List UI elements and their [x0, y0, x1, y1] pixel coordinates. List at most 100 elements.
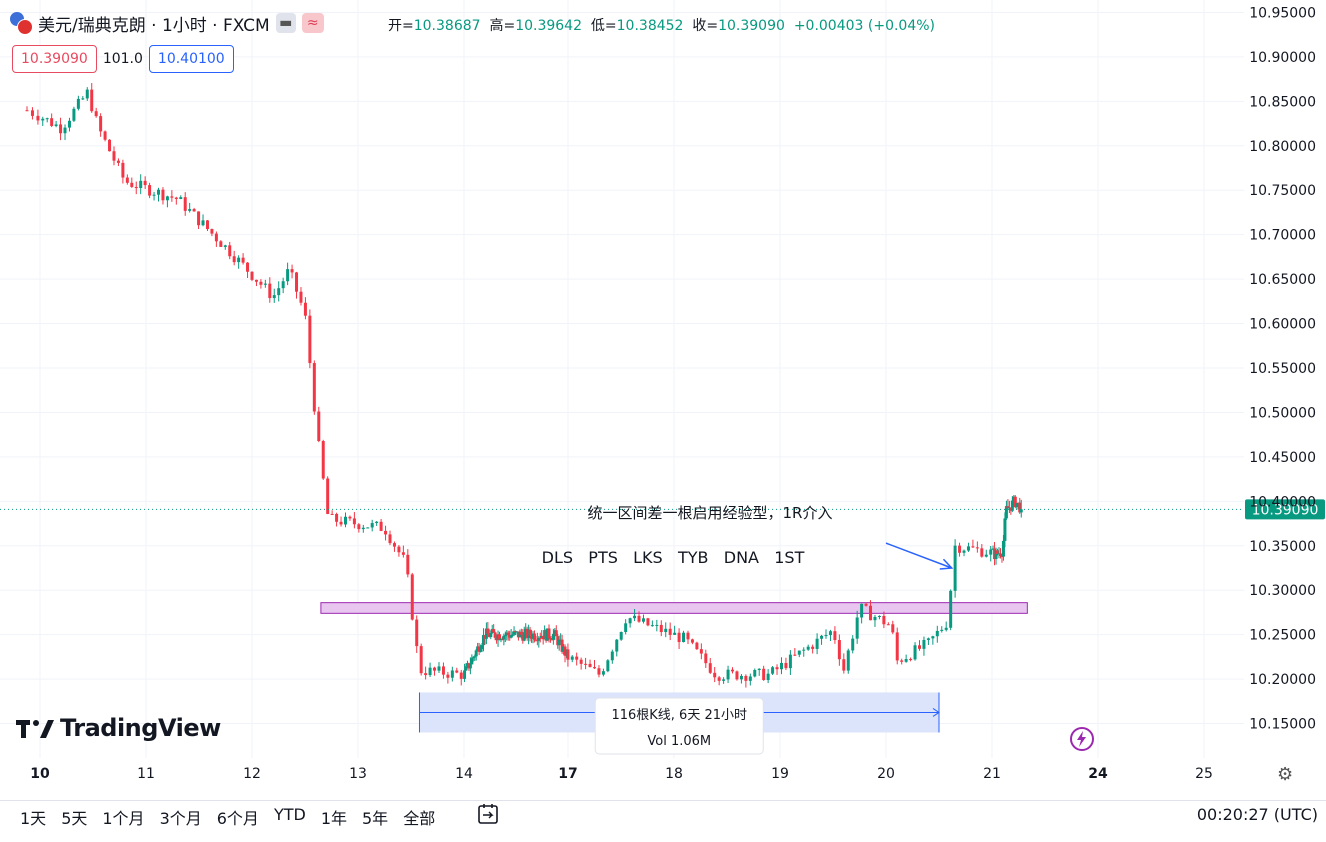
candle-body — [370, 523, 374, 528]
candle-body — [139, 180, 143, 189]
candle-body — [659, 624, 663, 633]
time-axis[interactable]: 10 11 12 13 14 17 18 19 20 21 24 25 — [30, 766, 1213, 782]
range-1d[interactable]: 1天 — [20, 809, 47, 828]
candle-body — [909, 659, 913, 661]
candle-body — [748, 676, 752, 681]
candle-body — [757, 668, 761, 671]
candle-body — [388, 534, 392, 544]
price-tick-label: 10.40000 — [1249, 494, 1316, 510]
lightning-icon[interactable] — [1070, 727, 1094, 751]
candle-body — [379, 521, 383, 531]
range-3m[interactable]: 3个月 — [159, 809, 202, 828]
buy-price-button[interactable]: 10.40100 — [148, 45, 234, 73]
candle-body — [551, 633, 555, 640]
candle-body — [699, 649, 703, 654]
candle-body — [250, 271, 254, 280]
candle-body — [277, 288, 281, 296]
date-price-range-measure[interactable]: 116根K线, 6天 21小时 Vol 1.06M — [418, 692, 940, 755]
spread-value: 101.0 — [102, 51, 143, 67]
annotations: 统一区间差一根启用经验型，1R介入 DLS PTS LKS TYB DNA 1ST — [542, 504, 954, 570]
candle-body — [837, 640, 841, 660]
range-ytd[interactable]: YTD — [273, 805, 306, 824]
candle-body — [50, 118, 54, 126]
candle-body — [335, 513, 339, 522]
candle-body — [793, 654, 797, 656]
candle-body — [437, 666, 441, 671]
candle-body — [655, 624, 659, 626]
candle-body — [833, 631, 837, 641]
candle-body — [722, 679, 726, 681]
candle-body — [641, 618, 645, 622]
candle-body — [30, 110, 34, 116]
range-5y[interactable]: 5年 — [362, 809, 389, 828]
candle-body — [1013, 496, 1017, 508]
symbol-title[interactable]: 美元/瑞典克朗 · 1小时 · FXCM — [38, 15, 270, 36]
candle-body — [72, 108, 76, 121]
candle-body — [820, 635, 824, 639]
range-1y[interactable]: 1年 — [320, 809, 347, 828]
candle-body — [375, 521, 379, 524]
range-6m[interactable]: 6个月 — [216, 809, 259, 828]
candle-body — [646, 618, 650, 626]
candle-body — [108, 139, 112, 152]
price-tick-label: 10.30000 — [1249, 583, 1316, 599]
candle-body — [547, 628, 551, 639]
candle-body — [134, 186, 138, 189]
candlesticks — [25, 83, 1023, 688]
price-tick-label: 10.60000 — [1249, 317, 1316, 333]
candle-body — [994, 550, 998, 560]
candle-body — [481, 635, 485, 646]
candle-body — [272, 295, 276, 299]
open-value: 10.38687 — [413, 18, 481, 34]
wave-icon[interactable]: ≈ — [301, 13, 324, 33]
candle-body — [170, 196, 174, 198]
candle-body — [352, 518, 356, 525]
candle-body — [1018, 502, 1022, 513]
candle-body — [112, 151, 116, 161]
time-tick-label: 13 — [349, 766, 367, 782]
settings-icon[interactable]: ⚙ — [1277, 764, 1294, 785]
candle-body — [406, 554, 410, 575]
candle-body — [624, 623, 628, 633]
price-axis[interactable]: 10.95000 10.90000 10.85000 10.80000 10.75000… — [1249, 5, 1316, 732]
candle-body — [281, 281, 285, 289]
candle-body — [492, 629, 496, 633]
price-chart[interactable]: 116根K线, 6天 21小时 Vol 1.06M 10.39090 统一区间差一… — [0, 0, 1326, 800]
candle-body — [548, 638, 552, 640]
candle-body — [579, 659, 583, 664]
low-value: 10.38452 — [616, 18, 684, 34]
candle-body — [232, 256, 236, 263]
candle-body — [846, 650, 850, 671]
candle-body — [726, 669, 730, 680]
range-all[interactable]: 全部 — [403, 809, 436, 828]
minus-icon[interactable]: ▬ — [275, 13, 296, 33]
high-label: 高= — [489, 18, 516, 34]
price-tick-label: 10.50000 — [1249, 405, 1316, 421]
candle-body — [511, 634, 515, 636]
range-1m[interactable]: 1个月 — [102, 809, 145, 828]
candle-body — [664, 628, 668, 633]
range-5d[interactable]: 5天 — [61, 809, 88, 828]
resistance-zone[interactable] — [320, 602, 1028, 614]
candle-body — [882, 615, 886, 625]
grid-lines — [0, 0, 1244, 758]
entry-arrow-line — [885, 542, 952, 569]
candle-body — [433, 667, 437, 671]
candle-body — [860, 603, 864, 618]
candle-body — [1001, 540, 1005, 557]
tradingview-logo[interactable]: TradingView — [16, 714, 221, 742]
candle-body — [471, 657, 475, 659]
symbol-header[interactable]: 美元/瑞典克朗 · 1小时 · FXCM ▬ ≈ — [10, 10, 324, 36]
candle-body — [419, 646, 423, 674]
candle-body — [953, 545, 957, 591]
candle-body — [922, 639, 926, 649]
price-tick-label: 10.75000 — [1249, 183, 1316, 199]
measure-volume-label: Vol 1.06M — [647, 734, 711, 749]
sell-price-button[interactable]: 10.39090 — [12, 45, 97, 73]
goto-date-icon[interactable] — [476, 802, 500, 826]
candle-body — [384, 530, 388, 535]
candle-body — [59, 124, 63, 134]
utc-clock[interactable]: 00:20:27 (UTC) — [1196, 805, 1318, 824]
candle-body — [241, 257, 245, 263]
candle-body — [54, 124, 58, 126]
